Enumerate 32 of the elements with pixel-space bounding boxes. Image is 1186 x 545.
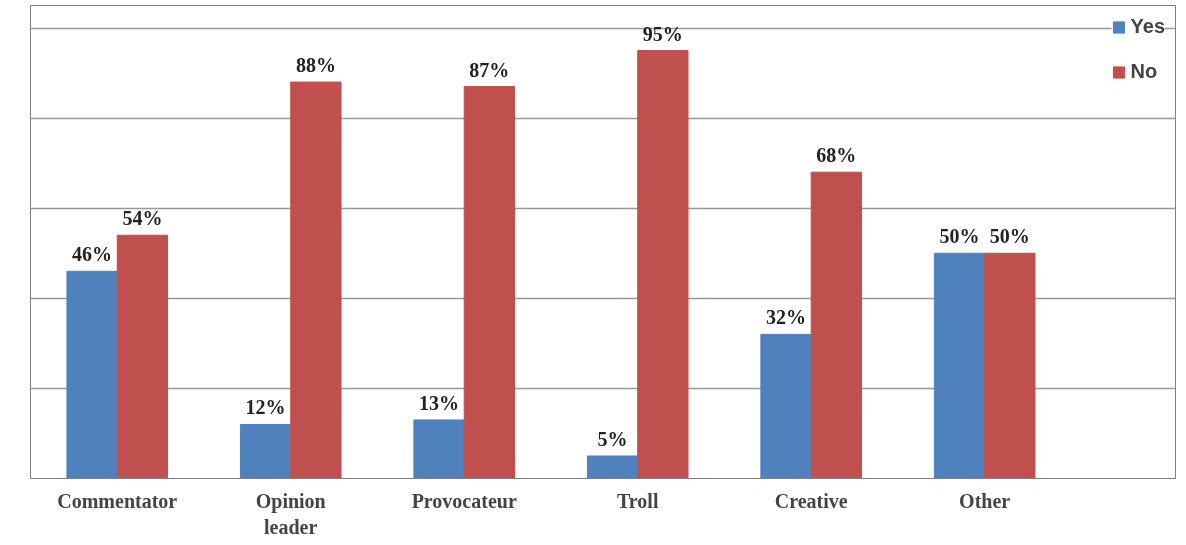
bar [290,81,342,479]
data-label: 12% [245,396,286,419]
data-label: 50% [989,225,1030,248]
bar [760,333,812,479]
data-label: 54% [122,207,163,230]
bar [810,171,862,479]
data-label: 68% [816,144,857,167]
bar [66,270,118,479]
data-label: 87% [469,58,510,81]
bar [637,50,689,479]
x-tick-label: Provocateur [411,489,517,512]
bar [239,423,292,479]
x-tick-label: Troll [616,489,659,512]
legend-label: Yes [1130,15,1165,38]
data-label: 13% [419,391,460,414]
bar [413,419,465,479]
legend-label: No [1130,60,1158,83]
x-tick-label: Other [959,489,1011,512]
x-tick-label: Creative [774,489,848,512]
x-tick-label: Commentator [57,489,178,512]
data-label: 88% [295,54,336,77]
bar [984,252,1036,479]
bar [463,86,516,479]
bar [586,455,639,479]
data-label: 95% [642,22,683,45]
bar [116,234,169,479]
bar [933,252,986,479]
data-label: 5% [597,427,628,450]
data-label: 32% [766,306,807,329]
data-label: 50% [939,225,980,248]
x-tick-label: Opinion leader [255,489,326,538]
data-label: 46% [72,243,113,266]
